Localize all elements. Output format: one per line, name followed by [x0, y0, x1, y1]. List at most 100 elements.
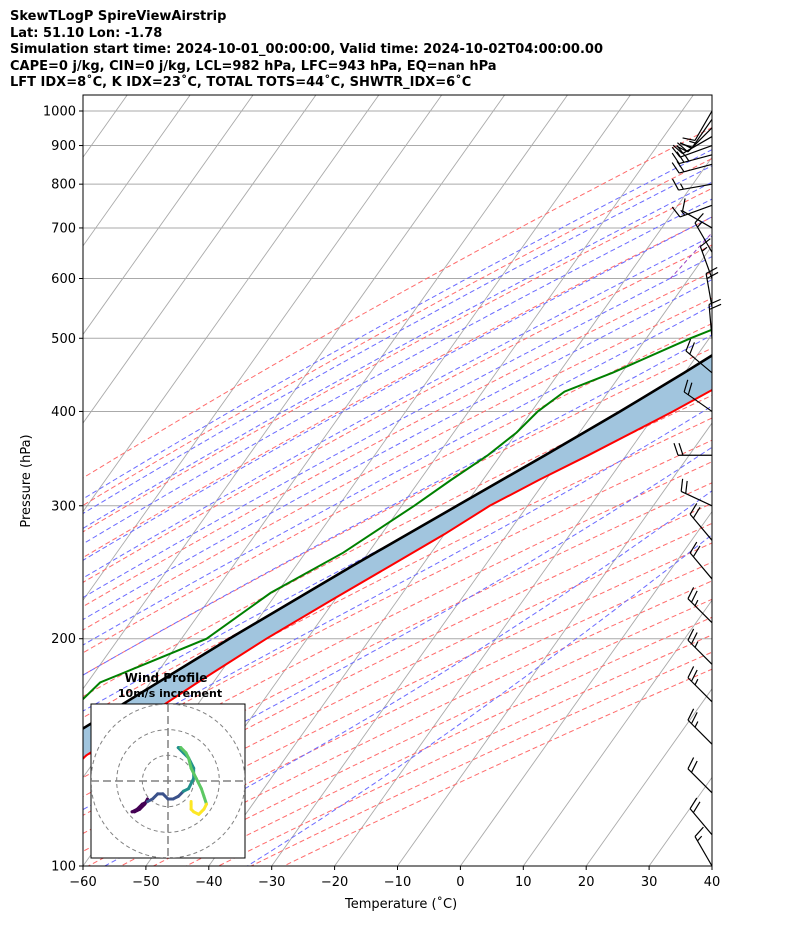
wind-barb: [671, 204, 713, 218]
barb-staff: [678, 183, 713, 191]
barb-half-flag: [694, 641, 699, 648]
x-tick-label: −40: [195, 875, 222, 890]
barb-flag: [689, 342, 695, 355]
barb-flag: [692, 801, 701, 813]
barb-staff: [687, 768, 713, 794]
hodograph-subtitle: 10m/s increment: [118, 687, 222, 700]
mixing-ratio-line: [733, 95, 794, 279]
barb-staff: [699, 246, 713, 279]
barb-flag: [683, 379, 689, 393]
barb-staff: [683, 391, 713, 412]
wind-barb: [682, 110, 713, 142]
barb-flag: [672, 144, 683, 155]
y-tick-label: 700: [51, 221, 76, 236]
temperature-axis: −60 −50 −40 −30 −20 −10 0 10 20 30 40: [69, 866, 720, 890]
barb-flag: [671, 178, 680, 191]
barb-half-flag: [697, 222, 703, 228]
y-tick-label: 500: [51, 332, 76, 347]
barb-staff: [679, 144, 713, 158]
pressure-axis: 1000 900 800 700 600 500 400 300 200 100: [43, 104, 83, 875]
wind-barb: [694, 212, 713, 253]
moist-adiabat: [83, 405, 712, 756]
hodograph-segment: [187, 756, 193, 770]
dry-adiabat: [83, 127, 712, 479]
barb-flag: [673, 443, 679, 456]
wind-barb: [708, 298, 722, 339]
isotherm: [522, 599, 712, 866]
wind-barb: [687, 628, 713, 665]
mixing-ratio-line: [670, 232, 712, 279]
y-tick-label: 400: [51, 405, 76, 420]
x-tick-label: −30: [258, 875, 285, 890]
wind-barb: [689, 541, 713, 580]
chart-title: SkewTLogP SpireViewAirstrip: [10, 9, 227, 24]
barb-half-flag: [694, 678, 699, 686]
isotherm: [460, 510, 712, 866]
dry-adiabat: [83, 482, 712, 798]
barb-flag: [706, 271, 719, 279]
barb-staff: [680, 490, 713, 507]
barb-flag: [676, 160, 685, 173]
moist-adiabat: [104, 490, 712, 866]
isotherm: [83, 95, 443, 602]
barb-flag: [690, 632, 698, 645]
barb-half-flag: [680, 209, 686, 216]
wind-barb: [673, 443, 712, 456]
y-tick-label: 100: [51, 860, 76, 875]
barb-flag: [694, 212, 704, 224]
hodograph-title: Wind Profile: [125, 671, 208, 685]
dry-adiabat: [83, 157, 712, 506]
wind-barb: [685, 338, 713, 374]
barb-flag: [708, 298, 721, 305]
wind-barb: [705, 266, 719, 308]
parcel-profile: [83, 353, 712, 731]
moist-adiabat: [83, 304, 712, 646]
isotherm: [83, 95, 380, 513]
y-tick-label: 1000: [43, 104, 76, 119]
barb-half-flag: [679, 183, 684, 190]
y-tick-label: 600: [51, 272, 76, 287]
barb-flag: [692, 507, 701, 519]
simulation-time-line: Simulation start time: 2024-10-01_00:00:…: [10, 42, 603, 57]
barb-flag: [690, 760, 698, 773]
barb-half-flag: [694, 721, 699, 728]
hodograph-inset: Wind Profile 10m/s increment: [90, 671, 246, 859]
dry-adiabat: [83, 244, 712, 583]
barb-flag: [687, 628, 695, 641]
isotherm: [83, 95, 505, 690]
barb-flag: [689, 541, 698, 554]
dry-adiabat: [83, 417, 712, 739]
barb-staff: [687, 598, 713, 624]
cape-shading: [83, 355, 712, 759]
barb-flag: [690, 712, 698, 724]
barb-flag: [699, 238, 711, 248]
dry-adiabat: [83, 216, 712, 559]
barb-flag: [687, 708, 695, 721]
barb-staff: [679, 154, 713, 165]
mixing-ratio-line: [784, 95, 794, 279]
barb-staff: [689, 808, 713, 836]
hodograph-segment: [194, 776, 203, 791]
barb-flag: [685, 480, 688, 494]
barb-flag: [679, 142, 692, 149]
dry-adiabat: [83, 461, 712, 779]
wind-barb: [672, 136, 713, 155]
x-tick-label: 40: [704, 875, 721, 890]
wind-barb: [694, 826, 713, 867]
barb-staff: [705, 273, 713, 308]
barb-staff: [694, 836, 713, 867]
barb-staff: [689, 552, 713, 580]
barb-flag: [687, 666, 695, 679]
barb-flag: [671, 162, 680, 174]
barb-flag: [692, 545, 701, 558]
barb-flag: [690, 590, 698, 603]
x-tick-label: 0: [456, 875, 464, 890]
hodograph-segment: [189, 766, 198, 780]
wind-barb: [671, 151, 713, 165]
x-tick-label: −60: [69, 875, 96, 890]
y-axis-label: Pressure (hPa): [19, 434, 34, 527]
barb-flag: [671, 206, 681, 218]
moist-adiabat: [83, 446, 712, 811]
barb-staff: [687, 719, 713, 745]
x-axis-label: Temperature (˚C): [344, 896, 457, 912]
